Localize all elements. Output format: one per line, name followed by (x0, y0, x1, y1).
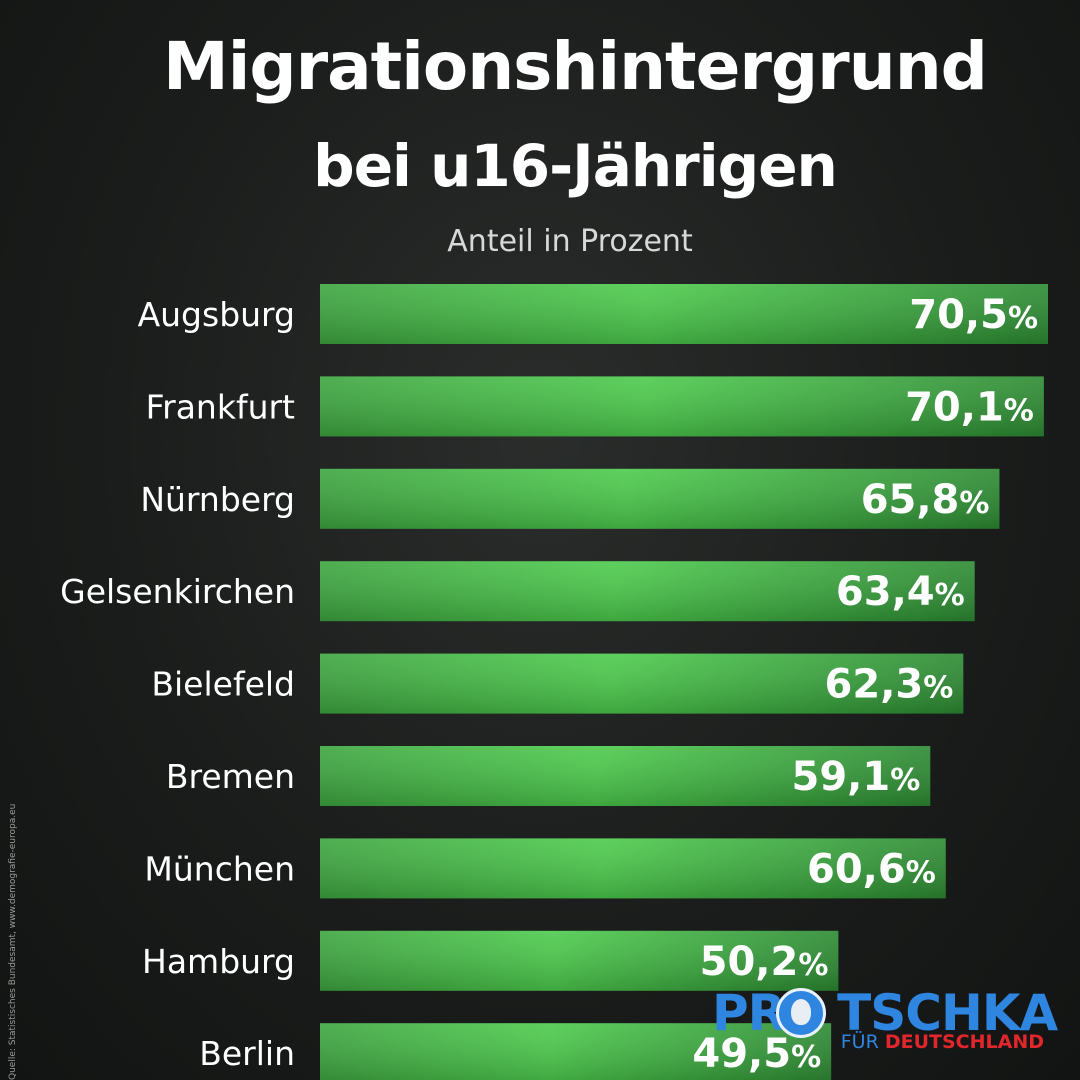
bar-row: Hamburg 50,2% (142, 930, 839, 991)
category-label: Hamburg (142, 942, 295, 981)
category-label: Augsburg (138, 295, 295, 334)
value-label: 59,1% (792, 754, 921, 800)
portrait-icon (776, 988, 826, 1038)
bar-shade (320, 284, 1048, 344)
category-label: München (144, 849, 295, 888)
bar-shade (320, 1023, 832, 1080)
bar-row: Frankfurt 70,1% (146, 376, 1044, 437)
category-label: Frankfurt (146, 387, 295, 426)
value-label: 50,2% (700, 939, 829, 985)
chart-title-line1: Migrationshintergrund (163, 28, 988, 105)
value-label: 49,5% (692, 1031, 821, 1077)
bar-shade (320, 468, 1000, 529)
bar-row: Berlin 49,5% (199, 1023, 832, 1080)
category-label: Berlin (199, 1034, 295, 1073)
bar-shade (320, 838, 946, 899)
bar-shade (320, 653, 964, 714)
bar-row: Nürnberg 65,8% (140, 468, 1000, 529)
chart-subtitle: Anteil in Prozent (447, 224, 693, 259)
source-note: Quelle: Statistisches Bundesamt, www.dem… (8, 803, 18, 1080)
bars-group: Augsburg 70,5% Frankfurt 70,1% Nürnberg 65,8%… (60, 284, 1048, 1080)
bar-shade (320, 376, 1044, 437)
value-label: 70,5% (909, 292, 1038, 338)
value-label: 60,6% (807, 846, 936, 892)
bar-row: Augsburg 70,5% (138, 284, 1048, 344)
bar-row: Gelsenkirchen 63,4% (60, 561, 975, 622)
logo-tagline-prefix: FÜR (840, 1031, 879, 1053)
category-label: Bremen (166, 757, 295, 796)
chart-title-line2: bei u16-Jährigen (313, 132, 838, 200)
bar-row: Bielefeld 62,3% (151, 653, 964, 714)
bar-row: München 60,6% (144, 838, 946, 899)
category-label: Bielefeld (151, 665, 295, 704)
logo-wordmark: PR TSCHKA (712, 984, 1058, 1042)
bar-shade (320, 930, 839, 991)
protschka-logo: PR TSCHKA FÜR DEUTSCHLAND (712, 985, 1058, 1055)
bar-shade (320, 746, 931, 806)
value-label: 70,1% (905, 384, 1034, 430)
category-label: Gelsenkirchen (60, 572, 295, 611)
bar-row: Bremen 59,1% (166, 746, 931, 806)
value-label: 62,3% (825, 662, 954, 708)
value-label: 65,8% (861, 477, 990, 523)
bar-shade (320, 561, 975, 622)
value-label: 63,4% (836, 569, 965, 615)
logo-tagline-main: DEUTSCHLAND (884, 1031, 1044, 1053)
logo-tagline: FÜR DEUTSCHLAND (841, 1031, 1044, 1053)
category-label: Nürnberg (140, 480, 295, 519)
